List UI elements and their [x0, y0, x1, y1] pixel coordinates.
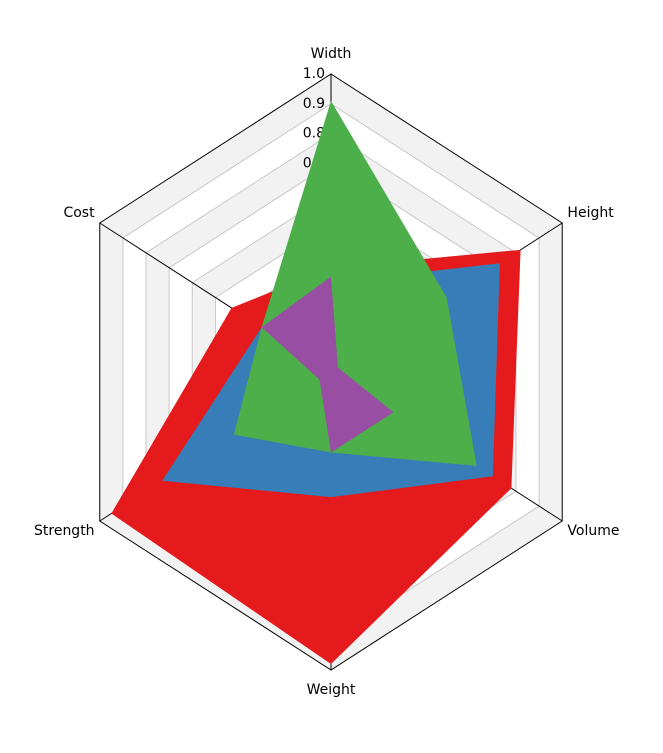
axis-label: Height: [567, 205, 614, 221]
axis-label: Width: [311, 46, 352, 62]
axis-label: Volume: [567, 523, 619, 539]
tick-label: 1.0: [303, 66, 325, 82]
tick-label: 0.8: [303, 126, 325, 142]
series-area: [233, 100, 477, 466]
tick-label: 0.9: [303, 96, 325, 112]
series-area: [261, 276, 394, 453]
axis-label: Strength: [34, 523, 95, 539]
axis-label: Cost: [63, 205, 95, 221]
axis-label: Weight: [307, 682, 356, 698]
